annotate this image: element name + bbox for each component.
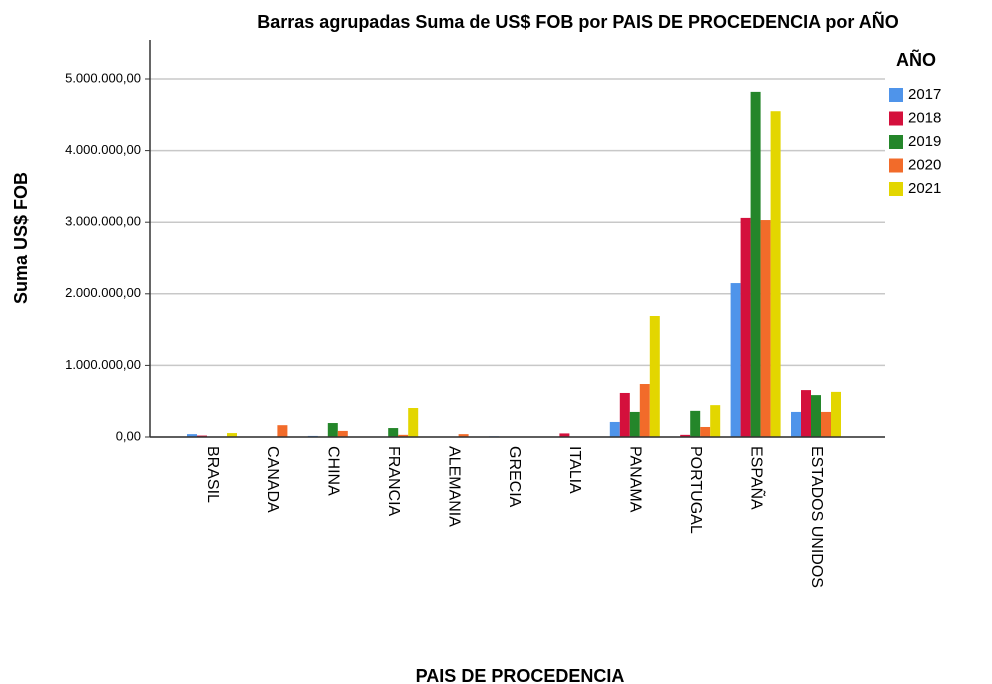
bar bbox=[619, 392, 630, 437]
x-tick-label: GRECIA bbox=[506, 446, 523, 508]
bar bbox=[337, 430, 348, 437]
bar bbox=[559, 433, 570, 437]
x-tick-label: PORTUGAL bbox=[687, 446, 704, 534]
y-tick-label: 3.000.000,00 bbox=[65, 214, 141, 229]
bar bbox=[327, 423, 338, 437]
x-tick-label: ALEMANIA bbox=[445, 446, 462, 527]
bar bbox=[760, 220, 771, 437]
legend-swatch bbox=[889, 88, 903, 102]
bar bbox=[770, 111, 781, 437]
legend-label: 2019 bbox=[908, 133, 941, 150]
legend-label: 2020 bbox=[908, 156, 941, 173]
legend-title: AÑO bbox=[896, 49, 936, 70]
bar bbox=[690, 410, 701, 437]
legend-label: 2021 bbox=[908, 180, 941, 197]
legend-swatch bbox=[889, 135, 903, 149]
bar bbox=[680, 434, 691, 437]
x-tick-label: CANADA bbox=[264, 446, 281, 513]
x-tick-label: BRASIL bbox=[204, 446, 221, 503]
bar bbox=[609, 421, 620, 437]
legend-swatch bbox=[889, 182, 903, 196]
bar bbox=[388, 428, 399, 437]
bar bbox=[639, 384, 650, 437]
bar bbox=[629, 411, 640, 437]
bar bbox=[801, 390, 811, 437]
bar bbox=[700, 426, 711, 437]
bar bbox=[730, 283, 741, 437]
bar bbox=[811, 395, 821, 437]
x-tick-label: CHINA bbox=[325, 446, 342, 496]
legend-label: 2018 bbox=[908, 109, 941, 126]
bar bbox=[710, 405, 721, 437]
y-tick-label: 4.000.000,00 bbox=[65, 142, 141, 157]
x-tick-label: PANAMA bbox=[627, 446, 644, 513]
legend-label: 2017 bbox=[908, 86, 941, 103]
bar bbox=[821, 411, 831, 437]
bar bbox=[750, 91, 761, 437]
x-axis-title: PAIS DE PROCEDENCIA bbox=[416, 666, 625, 684]
x-tick-label: ESPAÑA bbox=[747, 446, 767, 510]
y-tick-label: 2.000.000,00 bbox=[65, 285, 141, 300]
bar bbox=[791, 411, 801, 437]
y-axis-title: Suma US$ FOB bbox=[11, 172, 31, 304]
y-tick-label: 1.000.000,00 bbox=[65, 357, 141, 372]
y-tick-label: 0,00 bbox=[116, 428, 141, 443]
x-tick-label: ESTADOS UNIDOS bbox=[808, 446, 825, 588]
legend-swatch bbox=[889, 158, 903, 173]
y-tick-label: 5.000.000,00 bbox=[65, 70, 141, 85]
bar bbox=[398, 434, 409, 437]
bar bbox=[187, 434, 197, 437]
bar bbox=[740, 217, 751, 437]
x-tick-label: FRANCIA bbox=[385, 446, 402, 517]
bar bbox=[458, 434, 469, 437]
legend-swatch bbox=[889, 111, 903, 126]
bar bbox=[831, 391, 841, 437]
chart-title: Barras agrupadas Suma de US$ FOB por PAI… bbox=[257, 11, 898, 32]
bar bbox=[649, 315, 660, 437]
bar bbox=[277, 425, 288, 437]
x-tick-label: ITALIA bbox=[566, 446, 583, 494]
bar bbox=[227, 433, 237, 437]
bar bbox=[408, 408, 419, 437]
